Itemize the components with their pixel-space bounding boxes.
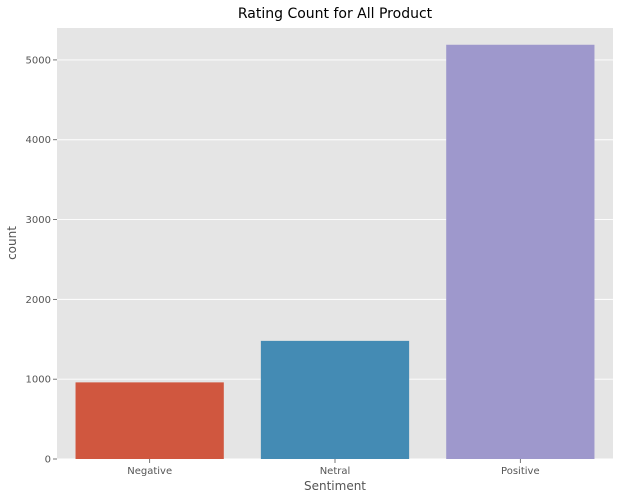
x-tick-label: Netral [320, 466, 351, 477]
y-tick-label: 2000 [26, 295, 51, 306]
y-axis-ticks: 0 1000 2000 3000 4000 5000 [26, 55, 57, 466]
x-tick-label: Positive [501, 466, 540, 477]
x-tick-label: Negative [127, 466, 172, 477]
y-axis-label: count [5, 226, 19, 260]
x-axis-ticks: Negative Netral Positive [127, 459, 540, 477]
bars [75, 44, 595, 460]
y-tick-label: 1000 [26, 375, 51, 386]
y-tick-label: 3000 [26, 215, 51, 226]
y-tick-label: 0 [45, 455, 51, 466]
bar-positive [446, 44, 595, 460]
chart-title: Rating Count for All Product [238, 6, 433, 22]
bar-netral [260, 340, 410, 459]
y-tick-label: 5000 [26, 55, 51, 66]
y-tick-label: 4000 [26, 135, 51, 146]
x-axis-label: Sentiment [304, 479, 366, 493]
bar-negative [75, 382, 224, 459]
